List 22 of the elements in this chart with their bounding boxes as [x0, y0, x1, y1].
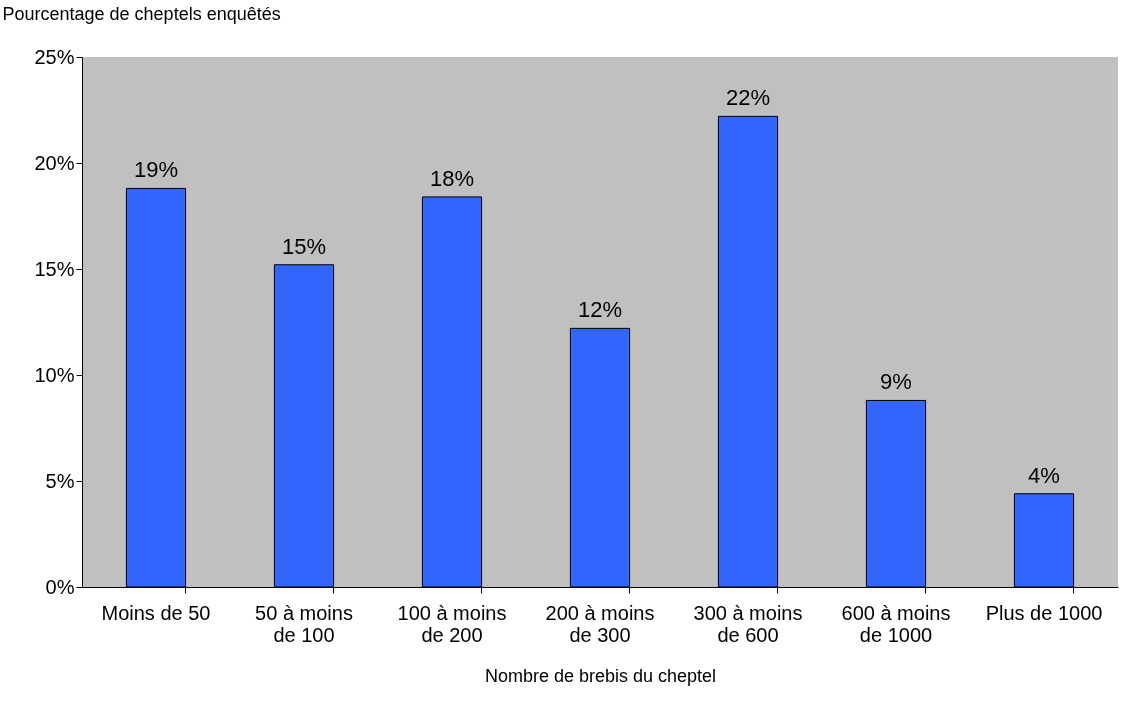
data-label: 22% — [725, 85, 771, 111]
x-tick-label: 200 à moins de 300 — [545, 601, 655, 646]
data-label: 9% — [880, 369, 912, 395]
data-label: 12% — [577, 297, 623, 323]
x-tick-label: 600 à moins de 1000 — [841, 601, 951, 646]
y-tick-label: 15% — [34, 257, 75, 280]
x-tick-label: 300 à moins de 600 — [693, 601, 803, 646]
y-axis-title: Pourcentage de cheptels enquêtés — [2, 3, 281, 24]
x-axis-title: Nombre de brebis du cheptel — [484, 665, 717, 686]
y-tick-label: 5% — [45, 469, 75, 492]
x-tick-label: Moins de 50 — [101, 601, 211, 624]
x-tick-label: Plus de 1000 — [985, 601, 1103, 624]
y-tick-label: 0% — [45, 575, 75, 598]
x-tick-label: 50 à moins de 100 — [255, 601, 353, 646]
data-label: 4% — [1028, 462, 1060, 488]
y-tick-label: 20% — [34, 151, 75, 174]
data-label: 18% — [429, 165, 475, 191]
data-label: 19% — [133, 157, 179, 183]
y-tick-label: 25% — [34, 45, 75, 68]
data-label: 15% — [281, 233, 327, 259]
x-tick-label: 100 à moins de 200 — [397, 601, 507, 646]
y-tick-label: 10% — [34, 363, 75, 386]
